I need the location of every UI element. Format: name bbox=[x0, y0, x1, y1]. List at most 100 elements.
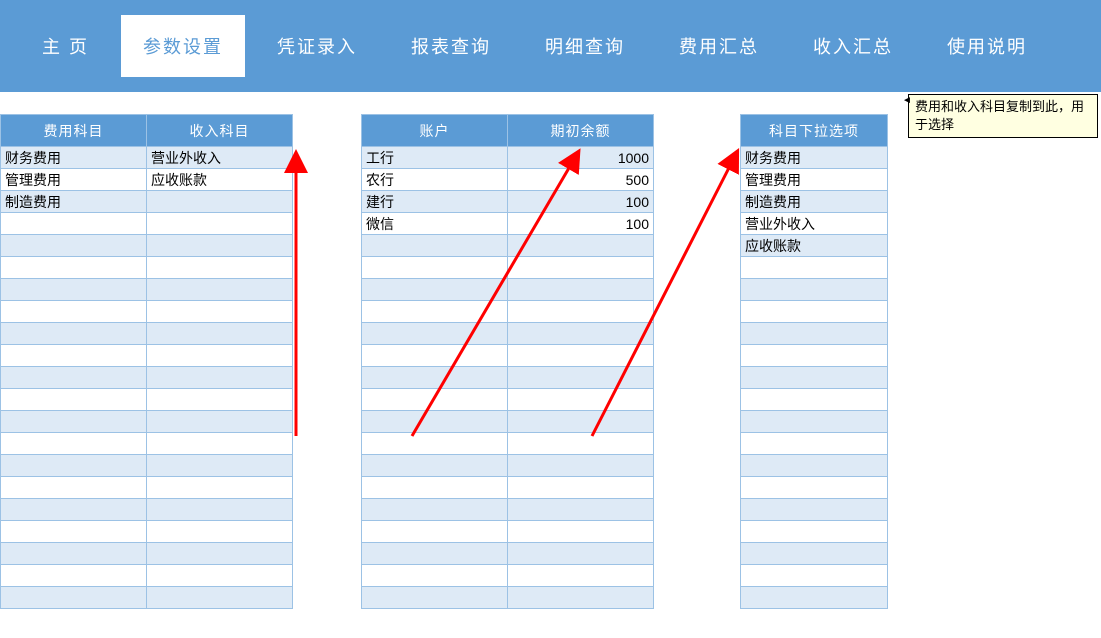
table-row[interactable] bbox=[1, 455, 293, 477]
table-cell[interactable] bbox=[362, 389, 508, 411]
table-cell[interactable] bbox=[741, 521, 888, 543]
table-cell[interactable] bbox=[362, 367, 508, 389]
table-cell[interactable] bbox=[508, 389, 654, 411]
table-row[interactable] bbox=[362, 367, 654, 389]
table-row[interactable] bbox=[362, 411, 654, 433]
table-cell[interactable] bbox=[362, 499, 508, 521]
nav-detail-query[interactable]: 明细查询 bbox=[523, 15, 647, 77]
table-row[interactable]: 管理费用 bbox=[741, 169, 888, 191]
nav-voucher-entry[interactable]: 凭证录入 bbox=[255, 15, 379, 77]
table-cell[interactable] bbox=[741, 455, 888, 477]
table-cell[interactable] bbox=[1, 389, 147, 411]
table-row[interactable] bbox=[362, 455, 654, 477]
table-row[interactable] bbox=[362, 323, 654, 345]
table-expense-income[interactable]: 费用科目收入科目财务费用营业外收入管理费用应收账款制造费用 bbox=[0, 114, 293, 609]
table-cell[interactable]: 营业外收入 bbox=[147, 147, 293, 169]
table-cell[interactable] bbox=[1, 587, 147, 609]
table-cell[interactable]: 500 bbox=[508, 169, 654, 191]
table-cell[interactable]: 管理费用 bbox=[741, 169, 888, 191]
table-row[interactable] bbox=[1, 477, 293, 499]
table-cell[interactable] bbox=[508, 411, 654, 433]
table-row[interactable] bbox=[362, 235, 654, 257]
nav-report-query[interactable]: 报表查询 bbox=[389, 15, 513, 77]
table-row[interactable] bbox=[362, 345, 654, 367]
table-cell[interactable] bbox=[741, 367, 888, 389]
table-cell[interactable] bbox=[741, 345, 888, 367]
table-cell[interactable] bbox=[147, 367, 293, 389]
table-cell[interactable] bbox=[508, 433, 654, 455]
table-cell[interactable] bbox=[147, 301, 293, 323]
table-cell[interactable]: 农行 bbox=[362, 169, 508, 191]
table-row[interactable] bbox=[741, 521, 888, 543]
table-row[interactable] bbox=[362, 499, 654, 521]
table-cell[interactable] bbox=[1, 521, 147, 543]
table-cell[interactable] bbox=[508, 565, 654, 587]
nav-param-settings[interactable]: 参数设置 bbox=[121, 15, 245, 77]
table-cell[interactable] bbox=[508, 543, 654, 565]
table-row[interactable] bbox=[741, 345, 888, 367]
table-cell[interactable] bbox=[508, 323, 654, 345]
table-row[interactable] bbox=[741, 477, 888, 499]
table-cell[interactable]: 制造费用 bbox=[741, 191, 888, 213]
table-cell[interactable] bbox=[508, 455, 654, 477]
table-cell[interactable] bbox=[147, 191, 293, 213]
table-row[interactable] bbox=[1, 279, 293, 301]
table-cell[interactable] bbox=[147, 543, 293, 565]
table-cell[interactable] bbox=[147, 499, 293, 521]
table-cell[interactable]: 营业外收入 bbox=[741, 213, 888, 235]
table-row[interactable] bbox=[362, 389, 654, 411]
table-cell[interactable] bbox=[741, 279, 888, 301]
table-row[interactable] bbox=[741, 279, 888, 301]
table-row[interactable] bbox=[362, 477, 654, 499]
table-cell[interactable] bbox=[147, 433, 293, 455]
table-cell[interactable]: 建行 bbox=[362, 191, 508, 213]
table-row[interactable] bbox=[1, 213, 293, 235]
table-cell[interactable] bbox=[362, 345, 508, 367]
table-cell[interactable] bbox=[741, 301, 888, 323]
table-cell[interactable] bbox=[508, 587, 654, 609]
table-row[interactable]: 微信100 bbox=[362, 213, 654, 235]
nav-expense-summary[interactable]: 费用汇总 bbox=[657, 15, 781, 77]
nav-home[interactable]: 主 页 bbox=[20, 15, 111, 77]
table-account[interactable]: 账户期初余额工行1000农行500建行100微信100 bbox=[361, 114, 654, 609]
table-cell[interactable] bbox=[362, 477, 508, 499]
table-cell[interactable] bbox=[508, 367, 654, 389]
table-cell[interactable] bbox=[508, 257, 654, 279]
table-cell[interactable] bbox=[362, 565, 508, 587]
table-row[interactable]: 建行100 bbox=[362, 191, 654, 213]
table-cell[interactable]: 应收账款 bbox=[147, 169, 293, 191]
table-row[interactable] bbox=[741, 433, 888, 455]
table-cell[interactable] bbox=[147, 279, 293, 301]
table-cell[interactable] bbox=[1, 345, 147, 367]
table-row[interactable] bbox=[741, 543, 888, 565]
table-row[interactable] bbox=[1, 345, 293, 367]
table-row[interactable] bbox=[1, 521, 293, 543]
table-row[interactable] bbox=[362, 433, 654, 455]
table-cell[interactable] bbox=[362, 257, 508, 279]
table-cell[interactable] bbox=[147, 587, 293, 609]
table-row[interactable] bbox=[741, 323, 888, 345]
table-cell[interactable] bbox=[362, 543, 508, 565]
table-cell[interactable] bbox=[741, 323, 888, 345]
table-cell[interactable] bbox=[1, 499, 147, 521]
table-cell[interactable] bbox=[741, 389, 888, 411]
table-cell[interactable] bbox=[147, 345, 293, 367]
table-row[interactable] bbox=[362, 565, 654, 587]
table-cell[interactable] bbox=[1, 367, 147, 389]
table-row[interactable] bbox=[1, 587, 293, 609]
table-cell[interactable] bbox=[362, 433, 508, 455]
table-cell[interactable] bbox=[362, 279, 508, 301]
table-row[interactable]: 制造费用 bbox=[1, 191, 293, 213]
table-row[interactable]: 制造费用 bbox=[741, 191, 888, 213]
table-cell[interactable] bbox=[147, 455, 293, 477]
table-cell[interactable] bbox=[741, 257, 888, 279]
table-cell[interactable] bbox=[741, 587, 888, 609]
table-cell[interactable] bbox=[1, 411, 147, 433]
table-row[interactable] bbox=[741, 565, 888, 587]
table-cell[interactable] bbox=[147, 389, 293, 411]
table-cell[interactable] bbox=[362, 587, 508, 609]
table-row[interactable] bbox=[1, 433, 293, 455]
table-row[interactable] bbox=[741, 301, 888, 323]
table-cell[interactable]: 应收账款 bbox=[741, 235, 888, 257]
table-cell[interactable] bbox=[741, 499, 888, 521]
